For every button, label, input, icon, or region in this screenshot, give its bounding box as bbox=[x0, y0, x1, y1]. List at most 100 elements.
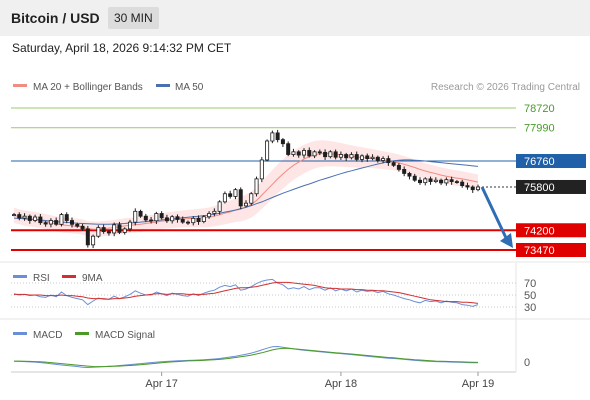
candle-body bbox=[280, 139, 285, 145]
candle-body bbox=[391, 162, 396, 166]
timeframe-button[interactable]: 30 MIN bbox=[108, 7, 159, 29]
candle-body bbox=[222, 193, 227, 203]
resistance-level-label: 77990 bbox=[524, 123, 555, 135]
last-level-label: 75800 bbox=[524, 182, 555, 194]
candle-body bbox=[11, 214, 16, 216]
candle-body bbox=[33, 216, 38, 221]
candle-body bbox=[323, 151, 328, 158]
bollinger-band-fill bbox=[14, 140, 478, 237]
x-axis-tick-label: Apr 18 bbox=[325, 378, 357, 390]
candle-body bbox=[386, 158, 391, 164]
candle-body bbox=[75, 223, 80, 227]
candle-body bbox=[54, 220, 59, 225]
candle-body bbox=[349, 154, 354, 159]
candle-body bbox=[175, 216, 180, 220]
candle-body bbox=[106, 231, 111, 234]
x-axis-tick-label: Apr 19 bbox=[462, 378, 494, 390]
candle-body bbox=[249, 193, 254, 204]
candle-body bbox=[259, 159, 264, 180]
candle-body bbox=[238, 189, 243, 207]
candle-body bbox=[27, 215, 32, 221]
candle-body bbox=[359, 155, 364, 160]
candle-body bbox=[270, 132, 275, 142]
support-level-label-box bbox=[516, 243, 586, 257]
candle-body bbox=[449, 179, 454, 182]
rsi-legend-swatch bbox=[13, 275, 27, 278]
candle-body bbox=[207, 213, 212, 218]
support-level-label: 74200 bbox=[524, 225, 555, 237]
support-level-label-box bbox=[516, 223, 586, 238]
support-level-label: 73470 bbox=[524, 245, 555, 257]
candle-body bbox=[344, 154, 349, 159]
rsi-ma-line bbox=[14, 281, 479, 304]
candle-body bbox=[475, 186, 480, 191]
macd-signal-legend-swatch bbox=[75, 332, 89, 335]
resistance-level-label: 78720 bbox=[524, 103, 555, 115]
candle-body bbox=[59, 214, 64, 225]
candle-body bbox=[159, 213, 164, 219]
macd-legend-label: MACD bbox=[33, 330, 62, 341]
candle-body bbox=[317, 151, 322, 154]
candle-body bbox=[370, 156, 375, 159]
candle-body bbox=[365, 155, 370, 159]
candle-body bbox=[164, 217, 169, 222]
candle-body bbox=[265, 140, 270, 161]
candle-body bbox=[112, 224, 117, 234]
candle-body bbox=[43, 222, 48, 225]
pivot-level-label: 76760 bbox=[524, 156, 555, 168]
candle-body bbox=[402, 168, 407, 174]
forecast-arrow-shaft bbox=[480, 186, 509, 241]
candle-body bbox=[407, 173, 412, 177]
candle-body bbox=[138, 210, 143, 217]
candle-body bbox=[396, 164, 401, 170]
rsi-legend-label: RSI bbox=[33, 273, 50, 284]
candle-body bbox=[64, 214, 69, 221]
candle-body bbox=[417, 179, 422, 184]
macd-line bbox=[13, 345, 478, 369]
candle-body bbox=[338, 154, 343, 158]
research-credit: Research © 2026 Trading Central bbox=[431, 82, 580, 93]
candle-body bbox=[154, 213, 159, 222]
candle-body bbox=[80, 225, 85, 230]
forecast-arrow-head bbox=[500, 233, 513, 248]
ma50-legend-label: MA 50 bbox=[175, 82, 204, 93]
candle-body bbox=[201, 216, 206, 223]
x-axis-tick-label: Apr 17 bbox=[145, 378, 177, 390]
pivot-level-label-box bbox=[516, 154, 586, 169]
candle-body bbox=[217, 201, 222, 212]
candle-body bbox=[212, 210, 217, 214]
candle-body bbox=[428, 178, 433, 182]
candle-body bbox=[412, 175, 417, 181]
candle-body bbox=[233, 189, 238, 197]
candle-body bbox=[307, 150, 312, 157]
rsi-ma-legend-swatch bbox=[62, 275, 76, 278]
bollinger-legend-swatch bbox=[13, 84, 27, 87]
candle-body bbox=[465, 185, 470, 188]
candle-body bbox=[133, 210, 138, 223]
candle-body bbox=[291, 151, 296, 155]
candle-body bbox=[328, 151, 333, 158]
candle-body bbox=[286, 143, 291, 155]
candle-body bbox=[381, 158, 386, 161]
candle-body bbox=[149, 219, 154, 222]
rsi-line bbox=[13, 278, 479, 307]
rsi-tick-label: 70 bbox=[524, 278, 536, 290]
candle-body bbox=[460, 181, 465, 187]
candle-body bbox=[170, 216, 175, 222]
candle-body bbox=[96, 227, 101, 237]
datetime-label: Saturday, April 18, 2026 9:14:32 PM CET bbox=[12, 41, 232, 55]
candle-body bbox=[70, 220, 75, 225]
candle-body bbox=[444, 179, 449, 184]
candle-body bbox=[433, 179, 438, 182]
candle-body bbox=[122, 228, 127, 233]
candle-body bbox=[117, 224, 122, 233]
macd-tick-label: 0 bbox=[524, 357, 530, 369]
candle-body bbox=[375, 156, 380, 161]
candle-body bbox=[143, 215, 148, 221]
candle-body bbox=[423, 178, 428, 184]
candle-body bbox=[191, 217, 196, 224]
candle-body bbox=[275, 132, 280, 141]
candle-body bbox=[301, 150, 306, 156]
candle-body bbox=[470, 186, 475, 191]
